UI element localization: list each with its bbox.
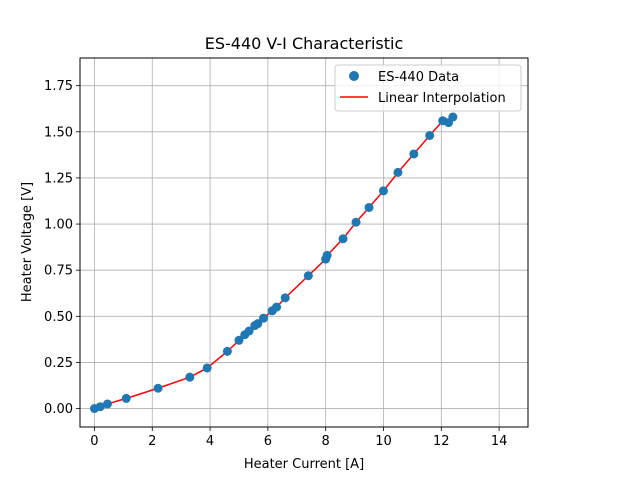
legend-label-scatter: ES-440 Data (378, 70, 459, 85)
x-tick-label: 8 (322, 434, 330, 449)
x-tick-label: 4 (206, 434, 214, 449)
data-point (222, 346, 232, 356)
data-point (448, 112, 458, 122)
interpolation-line (94, 116, 454, 410)
legend-label-line: Linear Interpolation (378, 91, 506, 106)
data-point (185, 372, 195, 382)
data-point (409, 149, 419, 159)
legend-marker-scatter (349, 71, 359, 81)
data-point (393, 167, 403, 177)
data-point (234, 335, 244, 345)
y-tick-label: 0.50 (44, 310, 73, 325)
chart-title: ES-440 V-I Characteristic (205, 34, 404, 53)
y-tick-label: 1.00 (44, 218, 73, 233)
x-tick-label: 2 (148, 434, 156, 449)
x-tick-label: 10 (375, 434, 392, 449)
data-point (280, 293, 290, 303)
data-point (153, 383, 163, 393)
grid (80, 58, 528, 427)
y-axis: 0.00 0.25 0.50 0.75 1.00 1.25 1.50 1.75 (44, 79, 80, 417)
y-tick-label: 0.25 (44, 356, 73, 371)
y-tick-label: 1.50 (44, 125, 73, 140)
y-tick-label: 0.00 (44, 402, 73, 417)
x-tick-label: 6 (264, 434, 272, 449)
data-point (253, 319, 263, 329)
data-point (102, 399, 112, 409)
legend-box (334, 64, 522, 112)
x-tick-label: 0 (90, 434, 98, 449)
data-point (244, 326, 254, 336)
legend: ES-440 Data Linear Interpolation (334, 64, 522, 112)
data-point (338, 234, 348, 244)
y-axis-label: Heater Voltage [V] (20, 182, 35, 302)
data-point (272, 302, 282, 312)
data-point (95, 402, 105, 412)
x-axis-label: Heater Current [A] (244, 457, 364, 472)
data-point (351, 217, 361, 227)
data-point (322, 250, 332, 260)
x-tick-label: 14 (491, 434, 508, 449)
data-point (202, 363, 212, 373)
data-point (259, 313, 269, 323)
y-tick-label: 1.25 (44, 171, 73, 186)
series-points-layer (89, 112, 458, 414)
data-point (121, 393, 131, 403)
data-point (425, 130, 435, 140)
plot-frame (79, 57, 529, 428)
y-tick-label: 0.75 (44, 264, 73, 279)
data-point (303, 271, 313, 281)
data-point (364, 202, 374, 212)
series-line-layer (94, 116, 454, 410)
x-axis: 0 2 4 6 8 10 12 14 (90, 427, 507, 449)
x-tick-label: 12 (433, 434, 450, 449)
y-tick-label: 1.75 (44, 79, 73, 94)
data-point (378, 186, 388, 196)
